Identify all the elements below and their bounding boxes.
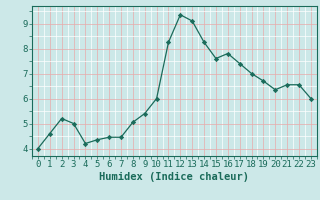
X-axis label: Humidex (Indice chaleur): Humidex (Indice chaleur): [100, 172, 249, 182]
